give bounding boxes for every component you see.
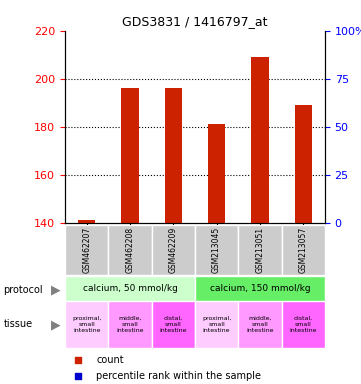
Point [310,180,316,186]
Text: protocol: protocol [4,285,43,295]
Bar [251,57,269,223]
FancyBboxPatch shape [152,225,195,275]
Text: GSM462209: GSM462209 [169,227,178,273]
Point [310,320,316,326]
Text: distal,
small
intestine: distal, small intestine [290,316,317,333]
Text: ▶: ▶ [51,283,60,296]
Text: calcium, 50 mmol/kg: calcium, 50 mmol/kg [83,285,177,293]
FancyBboxPatch shape [195,301,238,348]
FancyBboxPatch shape [282,301,325,348]
FancyBboxPatch shape [195,276,325,301]
Bar [121,88,139,223]
FancyBboxPatch shape [238,225,282,275]
Bar [208,124,225,223]
Text: proximal,
small
intestine: proximal, small intestine [72,316,101,333]
FancyBboxPatch shape [65,301,108,348]
Text: proximal,
small
intestine: proximal, small intestine [202,316,231,333]
Text: calcium, 150 mmol/kg: calcium, 150 mmol/kg [210,285,310,293]
FancyBboxPatch shape [282,225,325,275]
FancyBboxPatch shape [108,225,152,275]
Text: GSM462207: GSM462207 [82,227,91,273]
Text: percentile rank within the sample: percentile rank within the sample [96,371,261,381]
FancyBboxPatch shape [65,225,108,275]
Text: middle,
small
intestine: middle, small intestine [246,316,274,333]
Text: middle,
small
intestine: middle, small intestine [116,316,144,333]
Text: GSM213045: GSM213045 [212,227,221,273]
Text: ▶: ▶ [51,318,60,331]
FancyBboxPatch shape [195,225,238,275]
FancyBboxPatch shape [152,301,195,348]
Text: tissue: tissue [4,319,33,329]
Bar [165,88,182,223]
Text: distal,
small
intestine: distal, small intestine [160,316,187,333]
FancyBboxPatch shape [108,301,152,348]
Text: GSM213051: GSM213051 [256,227,264,273]
Text: GSM213057: GSM213057 [299,227,308,273]
FancyBboxPatch shape [65,276,195,301]
Text: GSM462208: GSM462208 [126,227,134,273]
Text: count: count [96,355,124,365]
Title: GDS3831 / 1416797_at: GDS3831 / 1416797_at [122,15,268,28]
FancyBboxPatch shape [238,301,282,348]
Bar [295,105,312,223]
Bar [78,220,95,223]
